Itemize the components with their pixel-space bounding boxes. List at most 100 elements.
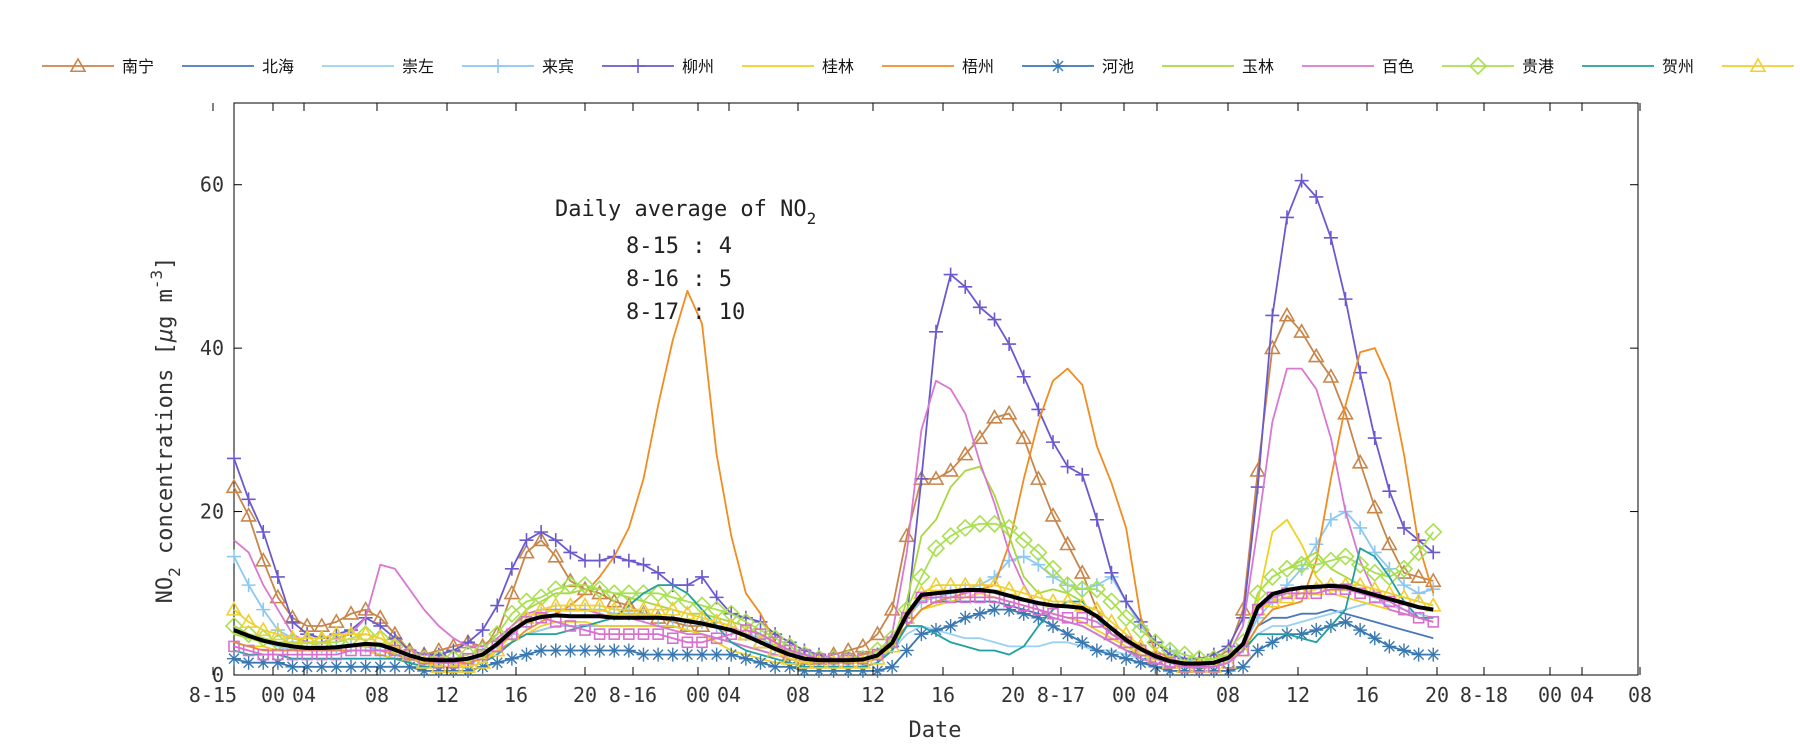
y-tick-label: 60 [200,173,224,197]
data-point [1353,520,1368,535]
legend-item: 河池 [1022,57,1134,76]
data-point [444,658,462,673]
data-point [327,625,345,641]
data-point [1029,470,1047,485]
chart-legend: 南宁北海崇左来宾柳州桂林梧州河池玉林百色贵港贺州钦州防城港 [42,56,1794,76]
data-point [678,605,696,620]
data-point [518,543,535,559]
legend-label: 来宾 [542,57,574,76]
x-tick-label: 08 [365,683,389,707]
data-point [415,654,433,669]
data-point [695,647,709,662]
data-point [564,620,577,632]
data-point [1133,655,1148,670]
legend-item: 南宁 [42,57,154,76]
data-point [1073,596,1091,612]
data-point [999,518,1019,538]
data-point [228,640,240,653]
data-point [1236,659,1251,674]
data-point [344,659,358,674]
data-point [1046,435,1060,450]
legend-label: 桂林 [822,57,854,76]
data-point [855,663,870,678]
data-point [576,596,594,612]
data-point [1293,323,1311,338]
data-point [300,659,315,674]
data-point [547,596,565,612]
data-point [1424,522,1443,542]
data-point [431,663,446,678]
data-point [943,267,958,282]
data-point [473,641,492,660]
legend-item: 贺州 [1582,57,1694,76]
daily-average-annotation: Daily average of NO2 8-15 : 4 8-16 : 5 8… [555,197,816,325]
data-point [1412,611,1425,624]
data-point [591,596,609,612]
legend-label: 南宁 [122,57,154,76]
data-point [753,655,768,670]
legend-label: 梧州 [962,57,994,76]
data-point [826,663,841,678]
data-point [284,629,301,645]
data-point [635,601,652,616]
data-point [430,658,448,673]
x-tick-label: 8-15 [189,683,237,707]
legend-marker [491,59,505,73]
data-point [941,526,960,546]
x-axis-label: Date [909,718,962,743]
legend-item: 贵港 [1442,56,1554,76]
data-point [330,648,343,661]
data-point [1250,480,1265,495]
data-point [1059,535,1077,551]
data-point [227,451,241,466]
data-point [637,628,650,640]
data-point [927,576,945,592]
series-layer [224,173,1443,678]
x-tick-label: 8-17 [1037,683,1085,707]
data-point [1338,292,1353,307]
data-point [1426,582,1441,597]
data-point [1382,639,1397,654]
x-tick-label: 00 [261,683,285,707]
data-point [1046,618,1060,633]
data-point [532,601,550,616]
data-point [1397,643,1411,658]
data-point [269,588,287,604]
data-point [387,659,402,674]
data-point [227,549,241,564]
data-point [680,578,695,593]
data-point [227,651,241,666]
data-point [373,659,388,674]
data-point [1307,347,1325,363]
data-point [914,471,929,486]
data-point [636,647,651,662]
data-point [1263,567,1282,587]
y-tick-label: 40 [200,336,224,360]
data-point [958,279,973,294]
data-point [1278,588,1296,604]
data-point [1410,568,1428,583]
data-point [459,658,477,673]
legend-item: 玉林 [1162,57,1274,76]
data-point [1076,611,1089,624]
data-point [898,527,916,543]
data-point [357,625,375,641]
x-tick-label: 00 [1538,683,1562,707]
data-point [942,462,960,477]
data-point [812,663,826,678]
data-point [854,654,872,669]
data-point [257,648,270,661]
data-point [621,553,636,568]
data-point [225,601,243,616]
data-point [548,643,563,658]
data-point [1380,535,1398,551]
data-point [926,539,946,558]
x-tick-label: 8-18 [1460,683,1508,707]
data-point [1073,564,1091,579]
data-point [1351,453,1369,469]
data-point [1309,537,1324,552]
data-point [1426,545,1441,560]
data-point [680,647,695,662]
data-point [620,601,638,616]
data-point [1016,369,1031,384]
